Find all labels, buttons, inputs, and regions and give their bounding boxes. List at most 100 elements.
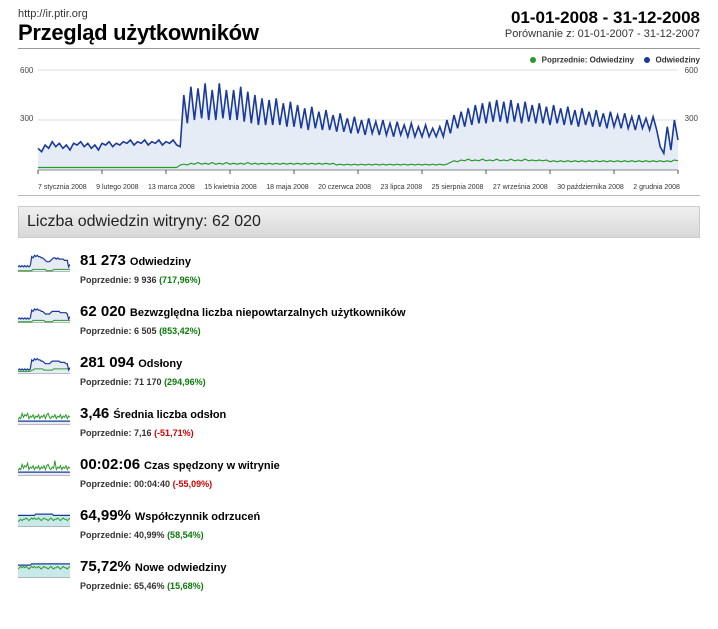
y-axis-tick: 300 (685, 114, 698, 123)
x-axis-tick-label: 30 października 2008 (557, 184, 624, 191)
metric-pct-change: (58,54%) (167, 530, 204, 540)
metric-prev-value: 9 936 (134, 275, 157, 285)
metric-pct-change: (717,96%) (159, 275, 201, 285)
metric-row: 75,72% Nowe odwiedziny Poprzednie: 65,46% … (18, 558, 700, 591)
metric-pct-change: (-55,09%) (173, 479, 213, 489)
metric-prev-value: 65,46% (134, 581, 165, 591)
x-axis-tick-label: 2 grudnia 2008 (633, 184, 680, 191)
x-axis-tick-label: 20 czerwca 2008 (318, 184, 371, 191)
metric-prev-value: 7,16 (134, 428, 152, 438)
metric-previous: Poprzednie: 71 170 (294,96%) (80, 377, 700, 387)
report-title: Przegląd użytkowników (18, 20, 259, 46)
metric-previous: Poprzednie: 40,99% (58,54%) (80, 530, 700, 540)
sparkline-svg (18, 509, 70, 527)
legend-curr-label: Odwiedziny (656, 55, 700, 64)
header-left: http://ir.ptir.org Przegląd użytkowników (18, 8, 259, 46)
metric-label: Bezwzględna liczba niepowtarzalnych użyt… (130, 307, 406, 319)
metric-value: 62 020 (80, 303, 126, 320)
metric-prev-prefix: Poprzednie: (80, 275, 134, 285)
metric-body: 281 094 Odsłony Poprzednie: 71 170 (294,96… (80, 354, 700, 387)
x-axis-tick-label: 27 września 2008 (493, 184, 548, 191)
summary-text: Liczba odwiedzin witryny: 62 020 (27, 213, 261, 230)
sparkline-svg (18, 254, 70, 272)
metric-body: 64,99%Współczynnik odrzuceńPoprzednie: 4… (80, 507, 700, 540)
header-right: 01-01-2008 - 31-12-2008 Porównanie z: 01… (505, 8, 700, 40)
metric-value: 281 094 (80, 354, 134, 371)
sparkline-svg (18, 305, 70, 323)
metric-prev-prefix: Poprzednie: (80, 377, 134, 387)
metric-sparkline (18, 509, 70, 527)
metric-prev-prefix: Poprzednie: (80, 581, 134, 591)
metric-body: 3,46 Średnia liczba odsłon Poprzednie: 7,1… (80, 405, 700, 438)
metric-row: 62 020 Bezwzględna liczba niepowtarzalnyc… (18, 303, 700, 336)
metric-sparkline (18, 305, 70, 323)
metric-headline: 81 273Odwiedziny (80, 252, 700, 269)
metric-row: 64,99%Współczynnik odrzuceńPoprzednie: 4… (18, 507, 700, 540)
metric-prev-prefix: Poprzednie: (80, 479, 134, 489)
metric-headline: 3,46 Średnia liczba odsłon (80, 405, 700, 422)
metric-prev-value: 00:04:40 (134, 479, 170, 489)
main-chart: 600 300 600 300 (18, 66, 700, 184)
metric-label: Odsłony (138, 358, 182, 370)
metric-previous: Poprzednie: 6 505 (853,42%) (80, 326, 700, 336)
metric-pct-change: (853,42%) (159, 326, 201, 336)
metric-body: 75,72% Nowe odwiedziny Poprzednie: 65,46% … (80, 558, 700, 591)
report-wrapper: http://ir.ptir.org Przegląd użytkowników… (0, 0, 718, 629)
metric-sparkline (18, 254, 70, 272)
sparkline-svg (18, 407, 70, 425)
main-chart-svg (18, 66, 698, 176)
metric-sparkline (18, 560, 70, 578)
legend-prev-label: Poprzednie: Odwiedziny (542, 55, 634, 64)
metric-headline: 75,72% Nowe odwiedziny (80, 558, 700, 575)
metric-previous: Poprzednie: 00:04:40 (-55,09%) (80, 479, 700, 489)
metric-prev-prefix: Poprzednie: (80, 326, 134, 336)
metric-sparkline (18, 458, 70, 476)
metric-pct-change: (15,68%) (167, 581, 204, 591)
metric-pct-change: (294,96%) (164, 377, 206, 387)
date-range: 01-01-2008 - 31-12-2008 (505, 8, 700, 28)
compare-range: Porównanie z: 01-01-2007 - 31-12-2007 (505, 28, 700, 40)
metric-label: Współczynnik odrzuceń (135, 511, 260, 523)
metric-body: 00:02:06 Czas spędzony w witrynie Poprzedn… (80, 456, 700, 489)
metric-sparkline (18, 407, 70, 425)
y-axis-tick: 600 (20, 66, 33, 75)
metric-label: Nowe odwiedziny (135, 562, 227, 574)
metric-previous: Poprzednie: 9 936 (717,96%) (80, 275, 700, 285)
summary-bar: Liczba odwiedzin witryny: 62 020 (18, 206, 700, 238)
report-header: http://ir.ptir.org Przegląd użytkowników… (18, 8, 700, 49)
sparkline-svg (18, 356, 70, 374)
metric-value: 00:02:06 (80, 456, 140, 473)
legend-curr-dot-icon (644, 57, 650, 63)
sparkline-svg (18, 458, 70, 476)
x-axis-tick-label: 15 kwietnia 2008 (204, 184, 257, 191)
metric-previous: Poprzednie: 65,46% (15,68%) (80, 581, 700, 591)
metrics-list: 81 273Odwiedziny Poprzednie: 9 936 (717,9… (18, 252, 700, 591)
y-axis-tick: 300 (20, 114, 33, 123)
metric-body: 62 020 Bezwzględna liczba niepowtarzalnyc… (80, 303, 700, 336)
metric-label: Średnia liczba odsłon (113, 409, 226, 421)
x-axis-labels: 7 stycznia 20089 lutego 200813 marca 200… (18, 184, 700, 196)
metric-prev-value: 40,99% (134, 530, 165, 540)
metric-headline: 64,99% Współczynnik odrzuceń (80, 507, 700, 524)
metric-prev-value: 71 170 (134, 377, 162, 387)
metric-prev-prefix: Poprzednie: (80, 428, 134, 438)
metric-prev-prefix: Poprzednie: (80, 530, 134, 540)
metric-value: 75,72% (80, 558, 131, 575)
metric-label: Czas spędzony w witrynie (144, 460, 280, 472)
site-url: http://ir.ptir.org (18, 8, 259, 20)
metric-sparkline (18, 356, 70, 374)
metric-row: 81 273Odwiedziny Poprzednie: 9 936 (717,9… (18, 252, 700, 285)
metric-headline: 00:02:06 Czas spędzony w witrynie (80, 456, 700, 473)
x-axis-tick-label: 7 stycznia 2008 (38, 184, 87, 191)
sparkline-svg (18, 560, 70, 578)
metric-value: 64,99% (80, 507, 131, 524)
metric-value: 81 273 (80, 252, 126, 269)
metric-headline: 281 094 Odsłony (80, 354, 700, 371)
x-axis-tick-label: 25 sierpnia 2008 (432, 184, 484, 191)
x-axis-tick-label: 23 lipca 2008 (381, 184, 423, 191)
x-axis-tick-label: 18 maja 2008 (266, 184, 308, 191)
metric-row: 281 094 Odsłony Poprzednie: 71 170 (294,96… (18, 354, 700, 387)
metric-value: 3,46 (80, 405, 109, 422)
x-axis-tick-label: 9 lutego 2008 (96, 184, 138, 191)
metric-previous: Poprzednie: 7,16 (-51,71%) (80, 428, 700, 438)
